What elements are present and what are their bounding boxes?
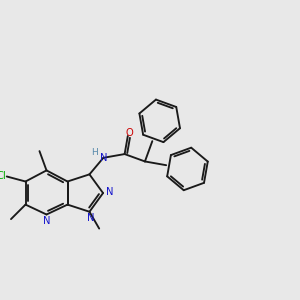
Text: O: O <box>126 128 134 138</box>
Text: N: N <box>106 187 113 196</box>
Text: N: N <box>87 213 94 223</box>
Text: N: N <box>100 153 107 163</box>
Text: H: H <box>92 148 98 157</box>
Text: Cl: Cl <box>0 172 6 182</box>
Text: N: N <box>43 215 50 226</box>
